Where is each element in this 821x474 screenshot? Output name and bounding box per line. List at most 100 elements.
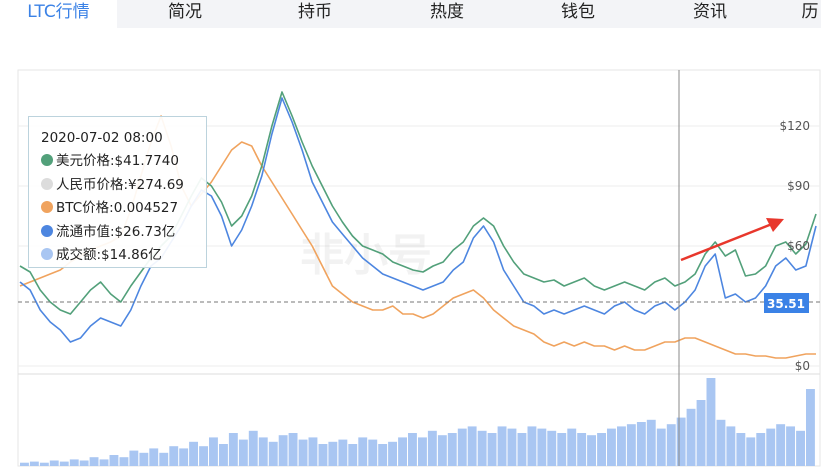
volume-bar (189, 441, 198, 466)
volume-bar (686, 408, 696, 466)
y-tick-label: $120 (779, 119, 810, 133)
volume-bar (328, 441, 338, 466)
volume-bar (666, 424, 676, 466)
volume-bar (288, 433, 298, 466)
tab-news[interactable]: 资讯 (693, 2, 727, 22)
volume-bar (308, 437, 318, 466)
volume-bar (626, 424, 636, 466)
volume-bar (89, 457, 99, 466)
volume-bar (258, 437, 268, 466)
volume-bar (398, 437, 407, 466)
volume-bar (427, 430, 437, 466)
volume-bar (358, 437, 368, 466)
volume-bar (467, 426, 477, 466)
tab-ltc-market[interactable]: LTC行情 (0, 0, 117, 28)
volume-bar (726, 426, 736, 466)
tab-history[interactable]: 历 (801, 2, 819, 22)
volume-bar (487, 433, 497, 466)
y-tick-label: $0 (795, 359, 810, 373)
volume-bar (179, 448, 189, 466)
volume-bar (119, 457, 129, 466)
y-tick-label: $90 (787, 179, 810, 193)
volume-bar (29, 461, 39, 466)
volume-bar (338, 439, 348, 466)
tooltip-btc-price: BTC价格:0.004527 (41, 198, 206, 222)
volume-bar (79, 460, 89, 466)
volume-bar (766, 428, 776, 466)
volume-bar (69, 459, 79, 466)
volume-bar (756, 433, 766, 466)
volume-bar (676, 417, 686, 466)
volume-bar (656, 428, 666, 466)
y-tick-label: $60 (787, 239, 810, 253)
volume-bar (507, 428, 517, 466)
volume-bar (209, 437, 218, 466)
tooltip-date: 2020-07-02 08:00 (41, 130, 163, 146)
volume-bar (228, 433, 238, 466)
volume-bar (368, 439, 378, 466)
volume-bar (646, 419, 656, 466)
trend-arrow (680, 218, 784, 262)
volume-bar (806, 389, 815, 466)
volume-bar (736, 433, 746, 466)
marketcap-series-dot (41, 224, 53, 237)
volume-bar (447, 433, 457, 466)
volume-series-dot (41, 248, 53, 260)
volume-bar (418, 437, 427, 466)
current-price-label: 35.51 (767, 297, 805, 311)
volume-bar (318, 444, 328, 466)
volume-bar (20, 462, 29, 466)
volume-bar (567, 428, 577, 466)
volume-bar (587, 435, 596, 466)
volume-bar (607, 428, 616, 466)
volume-bar (149, 448, 159, 466)
volume-bar (278, 435, 288, 466)
volume-bar (348, 444, 358, 466)
volume-bar (786, 426, 795, 466)
volume-bar (577, 433, 587, 466)
tooltip-cny-price: 人民币价格:¥274.69 (41, 175, 206, 199)
volume-bar (517, 433, 527, 466)
tooltip-volume: 成交额:$14.86亿 (41, 245, 206, 269)
volume-bar (268, 441, 278, 466)
volume-bar (139, 452, 149, 466)
volume-bar (457, 428, 467, 466)
tooltip-usd-price: 美元价格:$41.7740 (41, 151, 206, 175)
tooltip: 2020-07-02 08:00 美元价格:$41.7740 人民币价格:¥27… (28, 116, 207, 268)
volume-bar (557, 433, 567, 466)
volume-bar (696, 400, 706, 466)
volume-bar (746, 437, 756, 466)
price-chart[interactable]: 非小号 $120 $90 $60 $0 35.51 (0, 28, 821, 470)
cny-series-dot (41, 177, 53, 190)
volume-bar (199, 446, 208, 466)
volume-bar (547, 430, 557, 466)
tab-bar: LTC行情 简况 持币 热度 钱包 资讯 历 (0, 0, 821, 28)
volume-bar (109, 455, 119, 466)
volume-bar (408, 433, 417, 466)
volume-bar (99, 459, 109, 466)
volume-bar (388, 441, 397, 466)
volume-bar (776, 424, 786, 466)
usd-series-dot (41, 154, 53, 166)
volume-bar (378, 444, 388, 466)
volume-bar (716, 419, 726, 466)
tab-popularity[interactable]: 热度 (430, 2, 464, 22)
volume-bar (248, 430, 258, 466)
btc-series-dot (41, 201, 53, 213)
volume-bar (219, 444, 228, 466)
tab-wallet[interactable]: 钱包 (561, 2, 595, 22)
volume-bar (159, 452, 169, 466)
volume-bar (129, 450, 139, 466)
volume-bar (497, 426, 507, 466)
volume-bar (298, 439, 308, 466)
volume-bar (597, 433, 606, 466)
tab-overview[interactable]: 简况 (168, 2, 202, 22)
volume-bar (706, 378, 716, 466)
volume-bar (169, 446, 179, 466)
tab-holdings[interactable]: 持币 (298, 2, 332, 22)
volume-bar (537, 428, 547, 466)
volume-bar (39, 462, 49, 466)
volume-bar (796, 430, 805, 466)
volume-bar (636, 422, 646, 466)
current-price-badge (764, 293, 809, 313)
